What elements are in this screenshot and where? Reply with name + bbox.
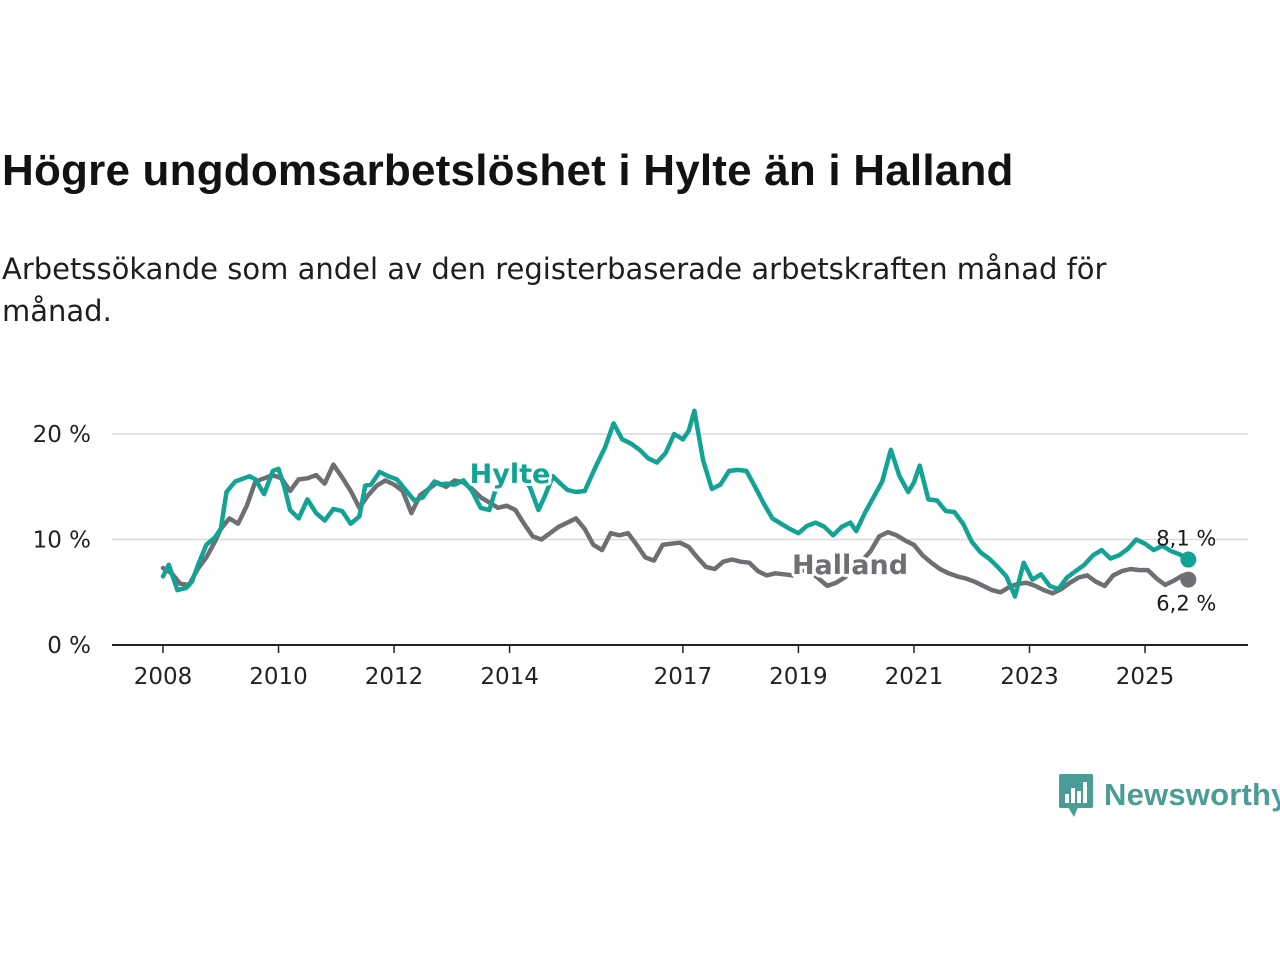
hylte-end-label: 8,1 % [1156,527,1216,551]
line-chart: 0 % 10 % 20 % 2008 2010 2012 2014 2017 2019 2021… [33,408,1248,690]
hylte-series-label: Hylte [470,459,551,490]
y-axis-labels: 0 % 10 % 20 % [33,422,91,659]
x-tick-label: 2010 [249,664,308,690]
hylte-end-dot [1180,551,1197,568]
x-tick-label: 2012 [365,664,424,690]
chart-subtitle: Arbetssökande som andel av den registerb… [2,252,1107,328]
halland-end-label: 6,2 % [1156,592,1216,616]
x-tick-label: 2019 [769,664,828,690]
x-tick-label: 2021 [885,664,944,690]
chart-title: Högre ungdomsarbetslöshet i Hylte än i H… [2,146,1014,195]
series-labels: 6,2 % Halland 8,1 % Hylte [467,456,1217,616]
x-tick-label: 2023 [1000,664,1059,690]
y-tick-label: 0 % [47,633,91,659]
x-tick-label: 2017 [654,664,713,690]
x-tick-label: 2025 [1116,664,1175,690]
hylte-line [160,408,1191,599]
y-tick-label: 20 % [33,422,91,448]
x-tick-label: 2014 [480,664,539,690]
x-axis: 2008 2010 2012 2014 2017 2019 2021 2023 2025 [112,644,1248,690]
newsworthy-logo: Newsworthy [1058,772,1280,818]
x-tick-label: 2008 [134,664,193,690]
gridlines [112,433,1248,541]
halland-series-label: Halland [792,550,908,581]
logo-text: Newsworthy [1104,777,1280,812]
newsworthy-chart-icon [1059,774,1093,817]
y-tick-label: 10 % [33,528,91,554]
series-lines [160,408,1197,599]
halland-line [160,462,1191,596]
halland-end-dot [1180,571,1197,588]
